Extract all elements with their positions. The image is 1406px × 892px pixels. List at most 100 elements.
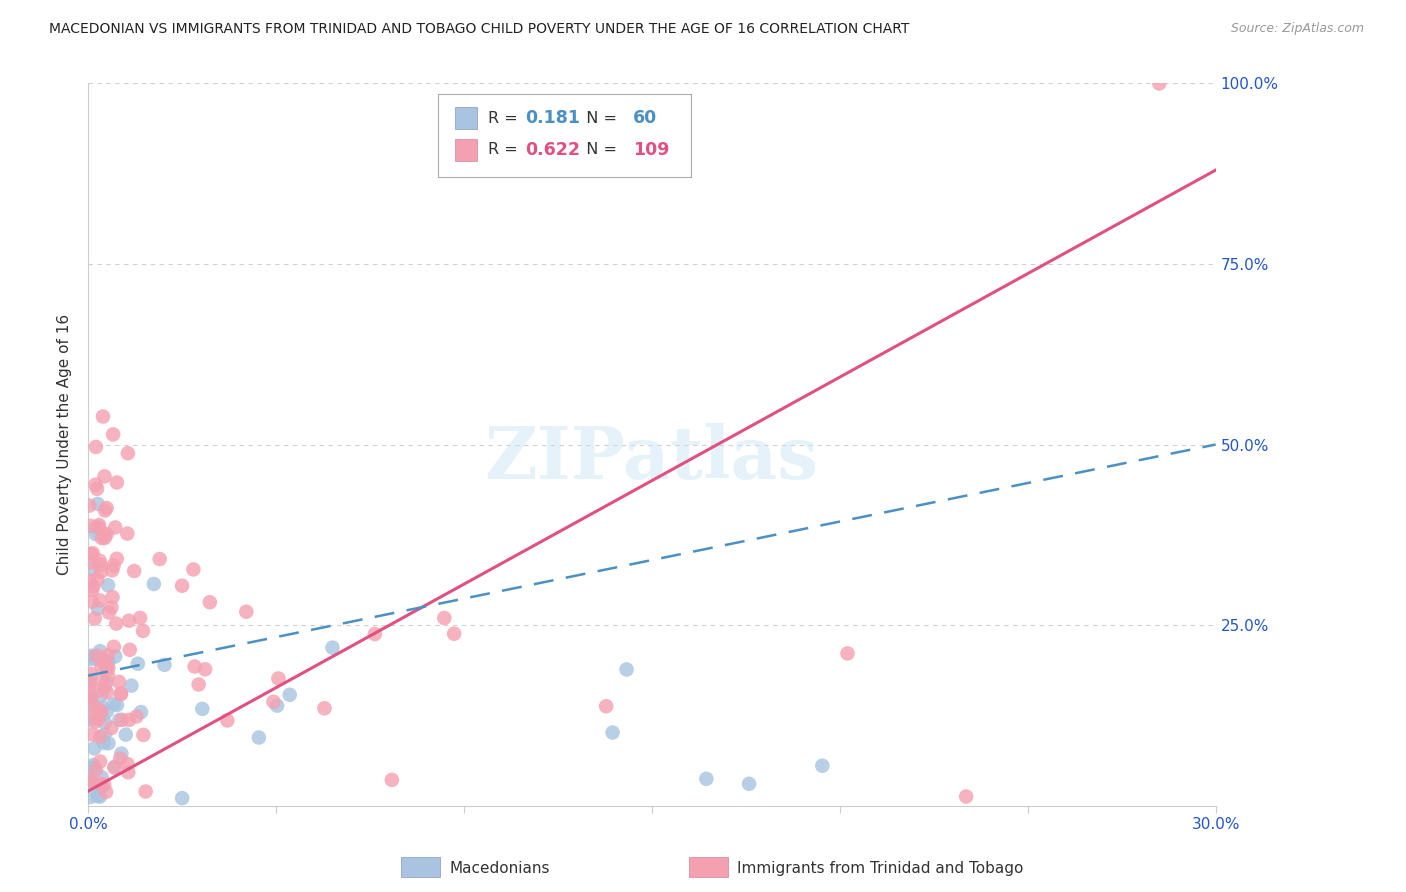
Point: [82, 727, 104, 741]
Point: [84, 440, 107, 454]
Point: [381, 772, 404, 787]
Point: [153, 657, 176, 672]
Text: Source: ZipAtlas.com: Source: ZipAtlas.com: [1230, 22, 1364, 36]
Text: R =: R =: [488, 111, 523, 126]
Point: [104, 649, 127, 664]
Point: [97, 648, 120, 663]
Point: [118, 614, 141, 628]
Point: [79, 713, 101, 727]
Point: [118, 713, 141, 727]
Point: [1149, 77, 1171, 91]
Point: [120, 679, 142, 693]
Point: [96, 685, 118, 699]
Point: [217, 714, 239, 728]
Point: [93, 727, 115, 741]
Point: [129, 611, 152, 625]
Point: [443, 626, 465, 640]
Point: [90, 705, 112, 719]
Point: [602, 725, 624, 739]
Point: [87, 518, 110, 533]
Text: N =: N =: [576, 143, 623, 157]
Point: [86, 648, 108, 663]
Point: [79, 673, 101, 688]
Point: [91, 409, 114, 424]
Point: [321, 640, 343, 655]
Point: [82, 758, 104, 772]
Point: [142, 577, 165, 591]
Point: [86, 684, 108, 698]
Point: [110, 751, 132, 765]
Point: [191, 702, 214, 716]
Point: [364, 627, 387, 641]
Point: [84, 521, 107, 535]
Point: [80, 648, 103, 663]
Point: [86, 789, 108, 803]
Point: [105, 616, 128, 631]
Point: [314, 701, 336, 715]
Point: [262, 695, 284, 709]
Point: [86, 497, 108, 511]
Point: [110, 747, 132, 761]
Point: [135, 784, 157, 798]
Point: [90, 770, 112, 784]
Text: R =: R =: [488, 143, 523, 157]
Point: [198, 595, 221, 609]
Point: [82, 579, 104, 593]
Point: [90, 659, 112, 673]
Point: [90, 565, 112, 579]
Point: [110, 686, 132, 700]
Point: [93, 531, 115, 545]
Text: 0.622: 0.622: [526, 141, 581, 159]
Point: [132, 728, 155, 742]
Text: 109: 109: [633, 141, 669, 159]
Point: [108, 713, 131, 727]
Point: [100, 600, 122, 615]
Point: [695, 772, 717, 786]
Point: [79, 574, 101, 588]
Point: [79, 772, 101, 787]
Point: [194, 662, 217, 676]
Point: [267, 672, 290, 686]
Point: [86, 572, 108, 586]
Point: [90, 531, 112, 545]
Point: [97, 736, 120, 750]
Point: [89, 644, 111, 658]
Point: [117, 757, 139, 772]
Point: [82, 650, 104, 665]
Point: [125, 709, 148, 723]
Point: [79, 775, 101, 789]
Point: [96, 661, 118, 675]
Point: [170, 579, 193, 593]
Point: [837, 647, 859, 661]
Point: [89, 780, 111, 795]
Point: [811, 758, 834, 772]
FancyBboxPatch shape: [454, 139, 477, 161]
Point: [103, 697, 125, 711]
Point: [111, 713, 134, 727]
Point: [80, 556, 103, 570]
Point: [83, 761, 105, 775]
Point: [87, 702, 110, 716]
Y-axis label: Child Poverty Under the Age of 16: Child Poverty Under the Age of 16: [58, 314, 72, 575]
Point: [87, 520, 110, 534]
Point: [86, 482, 108, 496]
Point: [77, 675, 100, 690]
Text: ZIPatlas: ZIPatlas: [485, 424, 818, 494]
Point: [84, 477, 107, 491]
Text: Immigrants from Trinidad and Tobago: Immigrants from Trinidad and Tobago: [737, 862, 1024, 876]
Point: [79, 652, 101, 666]
Point: [93, 736, 115, 750]
Point: [80, 562, 103, 576]
Point: [82, 546, 104, 560]
Point: [82, 582, 104, 597]
Point: [103, 558, 125, 573]
Point: [97, 655, 120, 669]
Point: [117, 446, 139, 460]
Point: [235, 605, 257, 619]
Point: [433, 611, 456, 625]
Point: [83, 706, 105, 720]
Point: [101, 427, 124, 442]
Point: [93, 526, 115, 541]
Point: [114, 728, 136, 742]
Point: [89, 554, 111, 568]
